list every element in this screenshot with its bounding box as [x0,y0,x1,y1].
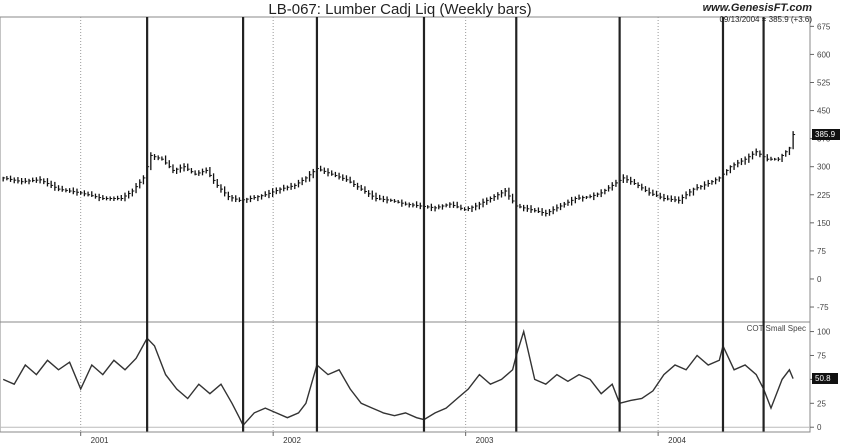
price-last-value: 385.9 [815,130,836,139]
source-label: www.GenesisFT.com [703,2,813,14]
y-tick-label: 450 [817,107,831,116]
x-tick-label: 2001 [91,436,109,445]
y-tick-label: 100 [817,328,831,337]
last-bar-info: 09/13/2004 = 385.9 (+3.6) [719,15,812,24]
y-tick-label: 600 [817,50,831,59]
x-tick-label: 2002 [283,436,301,445]
x-tick-label: 2003 [476,436,494,445]
y-tick-label: 525 [817,78,831,87]
y-tick-label: 675 [817,22,831,31]
y-tick-label: 150 [817,219,831,228]
price-last-value-tag: 385.9 [812,129,840,140]
x-tick-label: 2004 [668,436,686,445]
y-tick-label: 300 [817,163,831,172]
y-tick-label: -75 [817,303,829,312]
y-tick-label: 0 [817,275,822,284]
y-tick-label: 75 [817,247,826,256]
cot-last-value-tag: 50.8 [812,373,838,384]
y-tick-label: 225 [817,191,831,200]
y-tick-label: 25 [817,399,826,408]
chart-title: LB-067: Lumber Cadj Liq (Weekly bars) [268,1,531,18]
cot-last-value: 50.8 [815,374,831,383]
cot-panel-title: COT Small Spec [747,324,806,333]
y-tick-label: 75 [817,351,826,360]
y-tick-label: 0 [817,423,822,432]
